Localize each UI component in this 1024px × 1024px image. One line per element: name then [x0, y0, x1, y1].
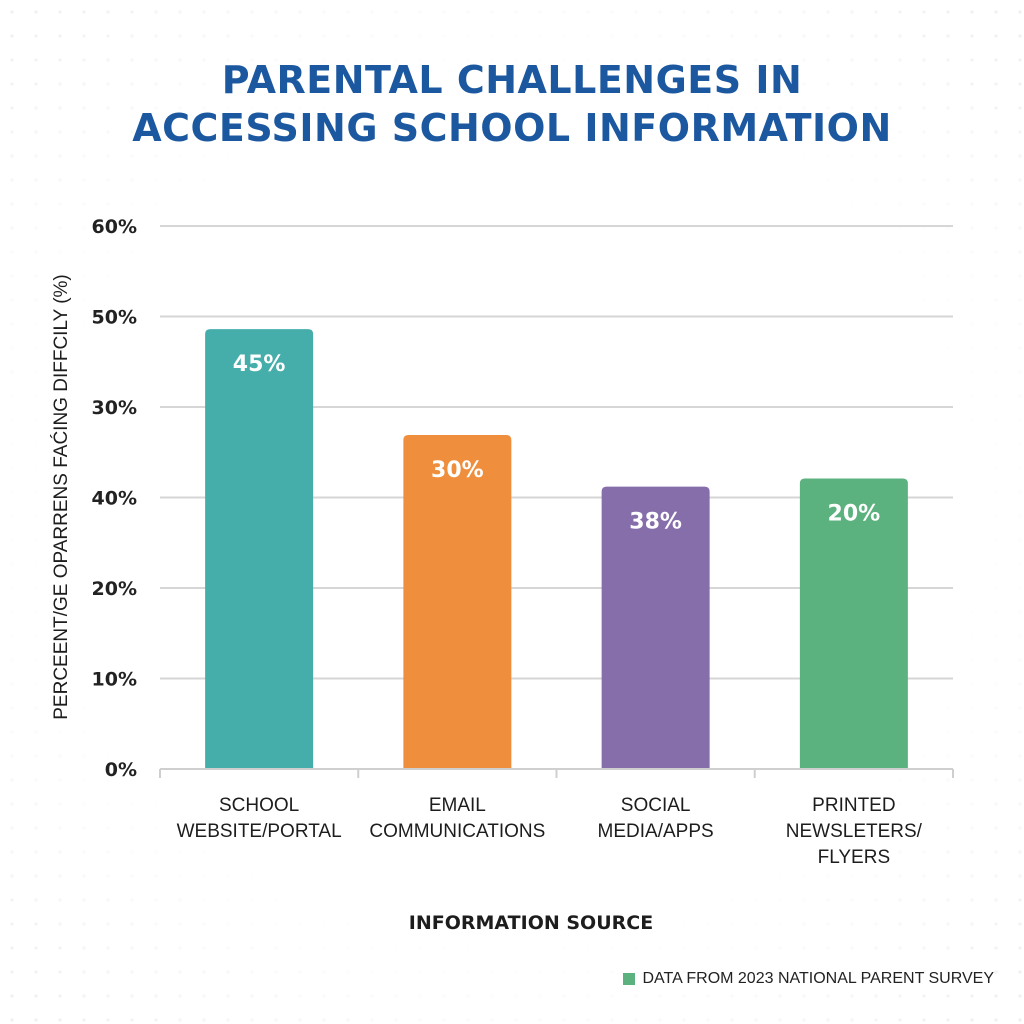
x-axis-categories: SCHOOL WEBSITE/PORTAL EMAIL COMMUNICATIONS S…	[177, 795, 923, 868]
y-tick-label: 10%	[92, 669, 137, 691]
bar	[799, 478, 908, 769]
x-category-label: WEBSITE/PORTAL	[177, 821, 342, 842]
x-category-label: COMMUNICATIONS	[369, 821, 545, 842]
legend-swatch	[622, 973, 635, 985]
bar-value-label: 45%	[233, 352, 286, 377]
chart-title: PARENTAL CHALLENGES IN ACCESSING SCHOOL …	[0, 56, 1024, 152]
bar-value-label: 20%	[828, 501, 881, 526]
x-category-label: SOCIAL	[621, 795, 691, 816]
bar	[403, 435, 512, 769]
bar	[205, 329, 314, 769]
chart-title-line-1: PARENTAL CHALLENGES IN	[221, 58, 803, 102]
x-axis	[159, 768, 954, 778]
x-category-label: EMAIL	[429, 795, 486, 816]
x-category-label: FLYERS	[818, 847, 891, 868]
y-tick-label: 60%	[92, 216, 137, 238]
y-tick-label: 30%	[92, 397, 137, 419]
y-axis-label: PERCEENT/GE OPARRENS FAĆING DIFFCILY (%)	[50, 274, 72, 720]
y-axis-ticks: 0% 10% 20% 40% 30% 50% 60%	[92, 216, 137, 781]
x-category-label: NEWSLETERS/	[786, 821, 923, 842]
y-tick-label: 50%	[92, 307, 137, 329]
x-category-label: SCHOOL	[219, 795, 299, 816]
y-tick-label: 20%	[92, 578, 137, 600]
bars: 45% 30% 38% 20%	[205, 329, 908, 769]
y-tick-label: 40%	[92, 488, 137, 510]
legend-label: DATA FROM 2023 NATIONAL PARENT SURVEY	[642, 970, 995, 987]
legend: DATA FROM 2023 NATIONAL PARENT SURVEY	[622, 970, 995, 988]
x-axis-label: INFORMATION SOURCE	[408, 912, 654, 934]
bar-value-label: 30%	[431, 458, 484, 483]
y-tick-label: 0%	[105, 759, 137, 781]
chart-title-line-2: ACCESSING SCHOOL INFORMATION	[132, 106, 892, 150]
x-category-label: MEDIA/APPS	[598, 821, 714, 842]
x-category-label: PRINTED	[812, 795, 895, 816]
bar	[601, 486, 710, 769]
bar-value-label: 38%	[629, 510, 682, 535]
